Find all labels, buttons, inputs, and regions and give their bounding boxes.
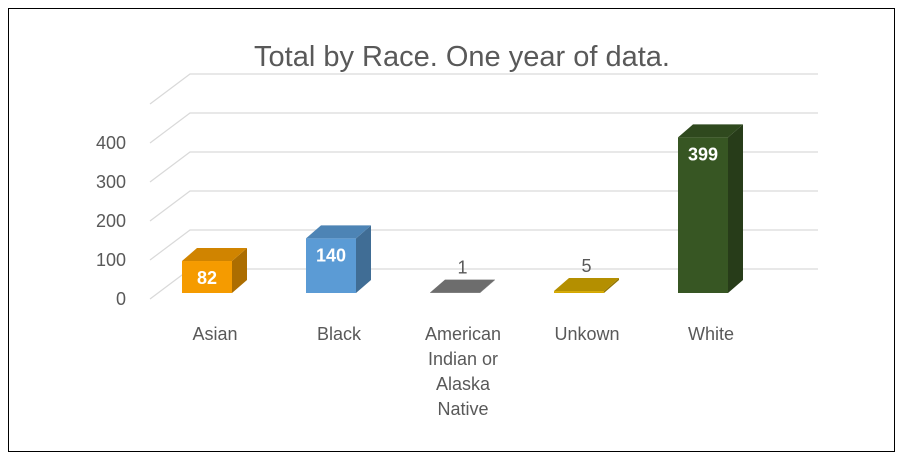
bar-front bbox=[678, 137, 728, 293]
y-tick-label: 200 bbox=[96, 211, 126, 231]
bar-side bbox=[356, 225, 371, 293]
y-tick-label: 300 bbox=[96, 172, 126, 192]
bar-top bbox=[182, 248, 247, 262]
bar-front bbox=[306, 238, 356, 293]
bar-top bbox=[430, 279, 495, 293]
bar-top bbox=[554, 278, 619, 292]
bar-side bbox=[480, 279, 495, 293]
grid-line bbox=[149, 151, 818, 183]
y-tick-label: 100 bbox=[96, 250, 126, 270]
bar-top bbox=[678, 124, 743, 138]
bar-side bbox=[232, 248, 247, 293]
data-label: 82 bbox=[197, 268, 217, 288]
data-label: 140 bbox=[316, 245, 346, 265]
x-tick-label: White bbox=[688, 324, 734, 344]
grid-line bbox=[149, 112, 818, 144]
bar bbox=[306, 225, 371, 293]
x-tick-label: American Indian or Alaska Native bbox=[425, 324, 501, 419]
bar bbox=[430, 279, 495, 293]
x-tick-label-line: American bbox=[425, 324, 501, 344]
x-tick-label: Asian bbox=[192, 324, 237, 344]
bar bbox=[678, 124, 743, 293]
data-label: 5 bbox=[581, 256, 591, 276]
bar-side bbox=[604, 278, 619, 293]
bar-front bbox=[182, 261, 232, 293]
grid-line bbox=[149, 229, 818, 261]
chart-title: Total by Race. One year of data. bbox=[254, 41, 670, 73]
x-tick-label: Unkown bbox=[554, 324, 619, 344]
bar-front bbox=[554, 291, 604, 293]
x-tick-label: Black bbox=[317, 324, 362, 344]
x-tick-label-line: Native bbox=[437, 399, 488, 419]
data-label: 399 bbox=[688, 144, 718, 164]
y-tick-label: 0 bbox=[116, 289, 126, 309]
bar-side bbox=[728, 124, 743, 293]
x-tick-label-line: Alaska bbox=[436, 374, 491, 394]
y-tick-label: 400 bbox=[96, 133, 126, 153]
grid-line bbox=[149, 73, 818, 105]
bar bbox=[554, 278, 619, 293]
data-label: 1 bbox=[457, 258, 467, 278]
bar-top bbox=[306, 225, 371, 239]
bar bbox=[182, 248, 247, 293]
x-tick-label-line: Indian or bbox=[428, 349, 498, 369]
grid-line bbox=[149, 190, 818, 222]
